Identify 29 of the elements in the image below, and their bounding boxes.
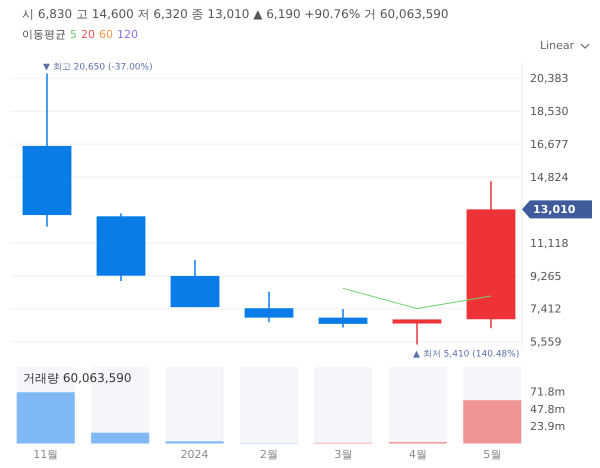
annotation: ▲ 최저 5,410 (140.48%): [413, 349, 520, 360]
legend-label: 20: [81, 28, 95, 41]
legend-label: 60: [99, 28, 113, 41]
x-tick-label: 3월: [334, 448, 352, 461]
y-tick-label: 47.8m: [530, 402, 566, 416]
x-tick-label: 2024: [180, 448, 209, 461]
text: Linear: [540, 39, 575, 52]
x-tick-label: 2월: [260, 448, 278, 461]
text: 5: [70, 28, 77, 41]
y-tick-label: 18,530: [530, 105, 568, 118]
x-tick-label: 5월: [483, 448, 502, 461]
y-tick-label: 9,265: [530, 270, 562, 283]
y-tick-label: 16,677: [530, 138, 568, 152]
y-tick-label: 11,118: [530, 236, 568, 250]
x-tick-label: 4월: [408, 448, 427, 461]
legend-title: 이동평균: [22, 28, 66, 41]
annotation: ▼ 최고 20,650 (-37.00%): [43, 62, 153, 73]
y-tick-label: 23.9m: [530, 420, 566, 434]
legend-label: 120: [117, 28, 138, 41]
y-tick-label: 5,559: [530, 336, 562, 349]
y-tick-label: 71.8m: [530, 386, 566, 399]
x-tick-label: 11월: [33, 448, 58, 461]
y-tick-label: 7,412: [530, 302, 562, 316]
bar: [91, 432, 150, 444]
text: 13,010: [533, 203, 576, 216]
y-tick-label: 20,383: [530, 72, 568, 86]
chart-title: 거래량 60,063,590: [23, 371, 132, 385]
y-tick-label: 14,824: [530, 170, 568, 184]
text: 시 6,830 고 14,600 저 6,320 종 13,010 ▲ 6,190 +90.76% 거 60,063,590: [22, 7, 449, 21]
